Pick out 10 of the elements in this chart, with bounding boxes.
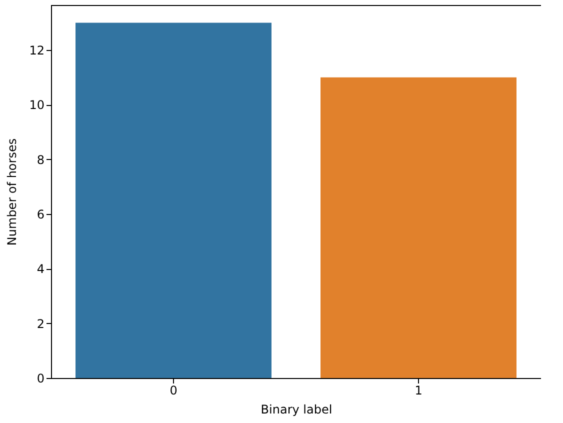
y-tick-label: 12 <box>29 44 44 58</box>
y-tick-label: 8 <box>36 152 44 167</box>
y-tick-label: 10 <box>29 98 44 112</box>
x-axis-title: Binary label <box>260 402 332 416</box>
y-tick-label: 4 <box>36 262 44 276</box>
y-tick-label: 0 <box>36 372 44 386</box>
y-axis-title: Number of horses <box>5 138 20 246</box>
y-tick-label: 6 <box>36 208 44 222</box>
x-tick-label: 1 <box>414 384 422 398</box>
y-tick-label: 2 <box>36 316 44 331</box>
